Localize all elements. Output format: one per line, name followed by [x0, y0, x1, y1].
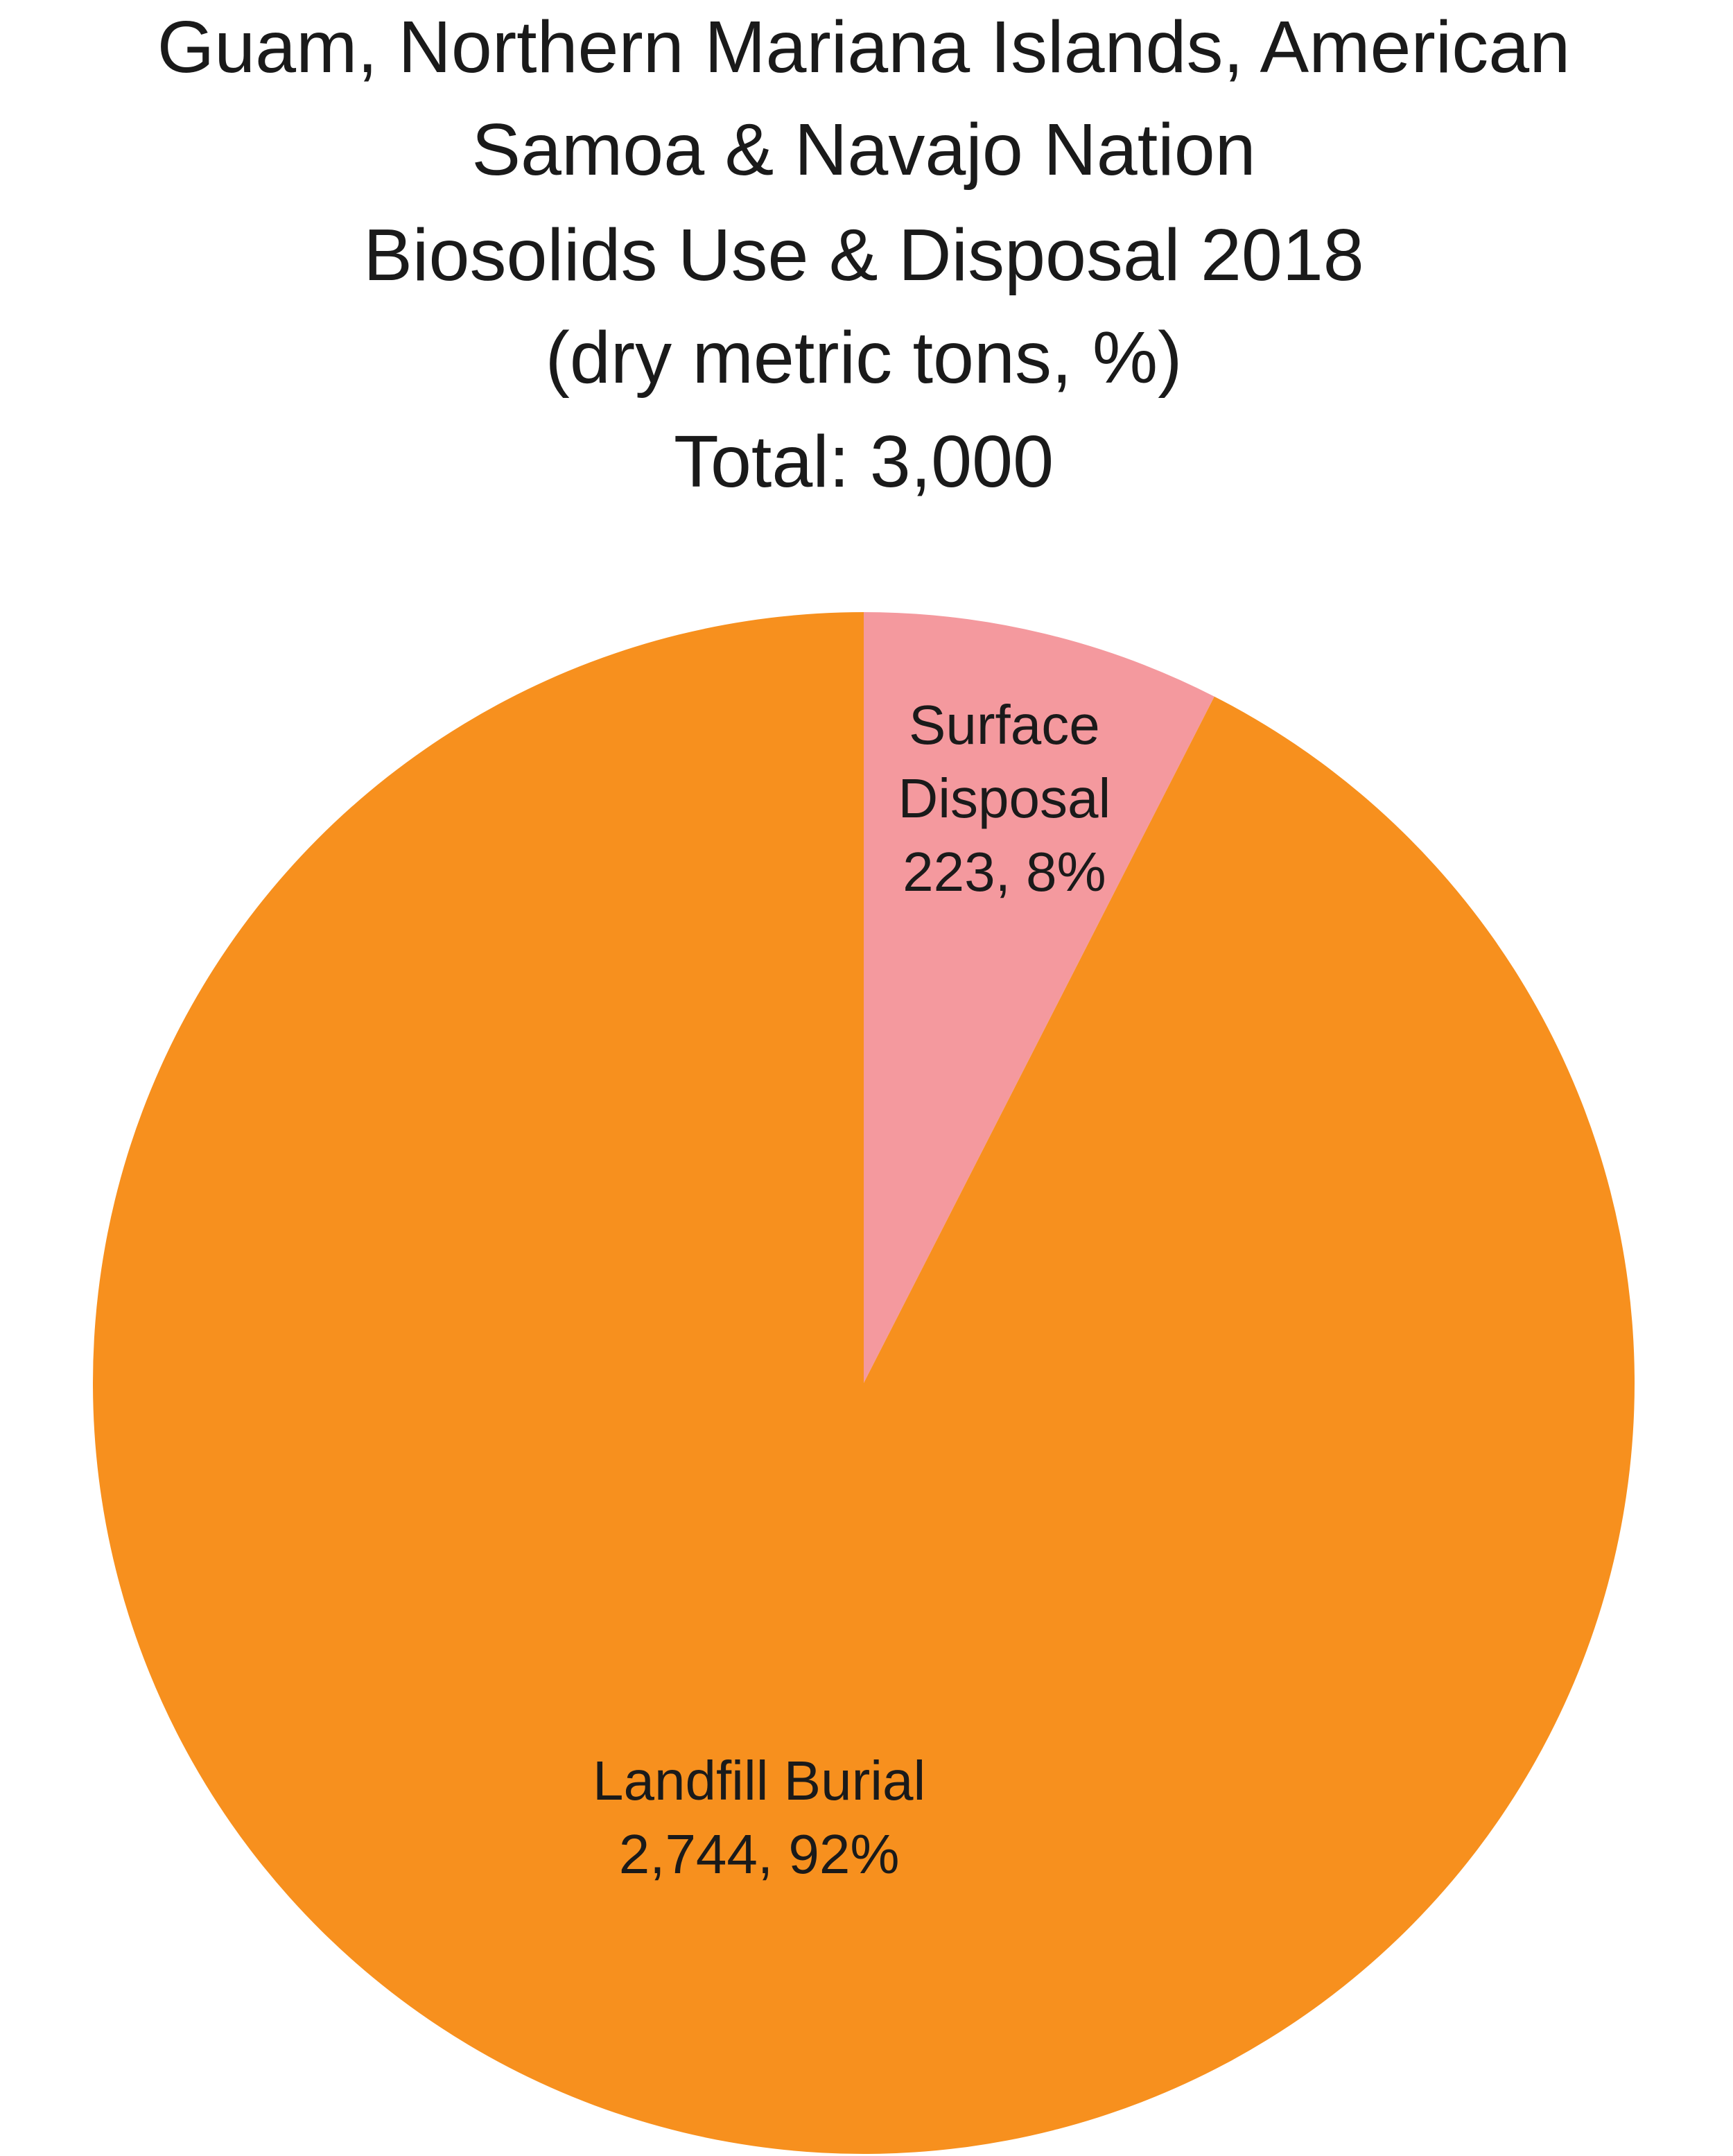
- category-label: Surface Disposal: [898, 693, 1111, 829]
- slice-label: Landfill Burial 2,744, 92%: [565, 1744, 953, 1891]
- chart-title: Samoa & Navajo Nation: [471, 109, 1255, 191]
- category-label: Landfill Burial: [592, 1750, 926, 1812]
- chart-title: (dry metric tons, %): [546, 317, 1183, 399]
- chart-title: Biosolids Use & Disposal 2018: [363, 214, 1364, 296]
- pie-slice: [864, 612, 1214, 1383]
- pie-slice: [92, 612, 1635, 2154]
- chart-title: Guam, Northern Mariana Islands, American: [157, 6, 1570, 88]
- chart-title: Total: 3,000: [674, 421, 1054, 503]
- slice-label: Surface Disposal 223, 8%: [859, 688, 1150, 909]
- value-label: 2,744, 92%: [618, 1823, 900, 1886]
- value-label: 223, 8%: [903, 840, 1106, 903]
